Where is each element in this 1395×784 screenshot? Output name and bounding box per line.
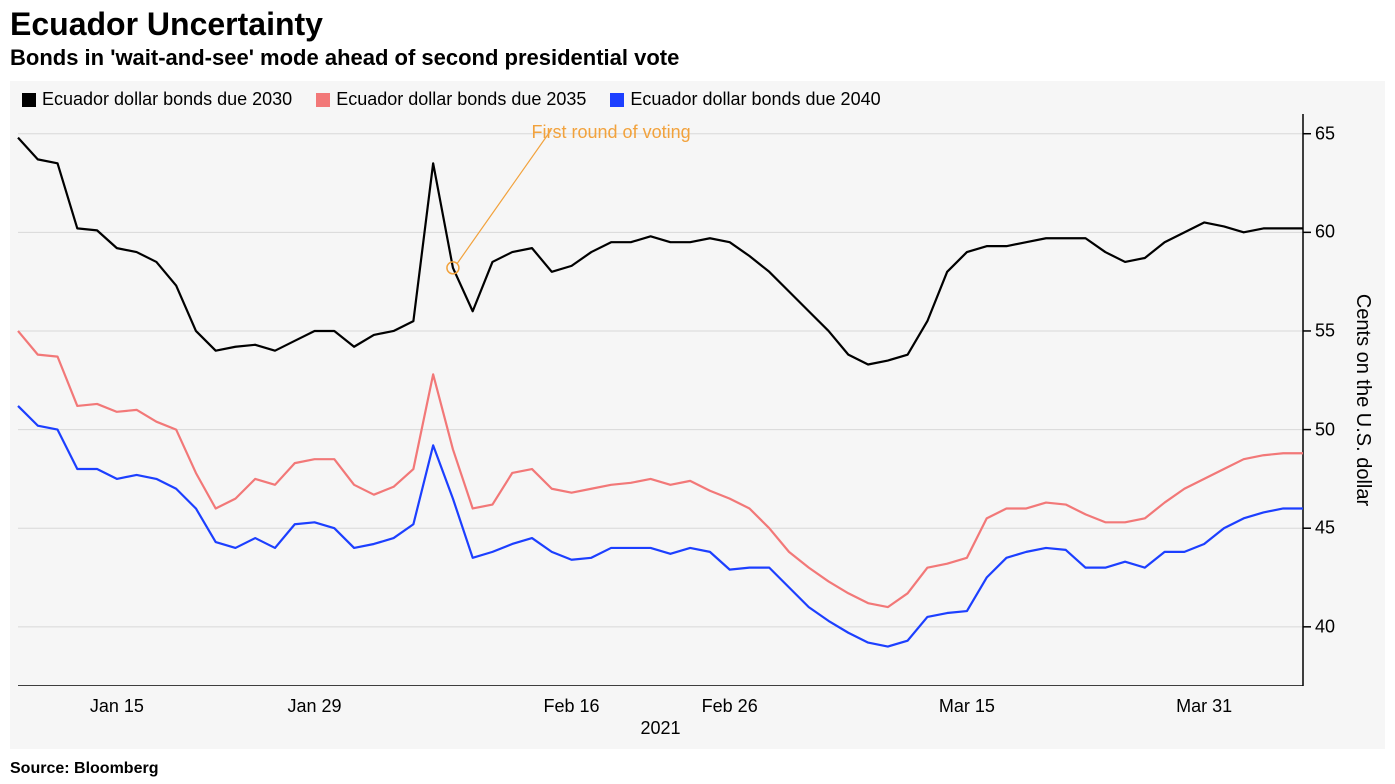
legend-label: Ecuador dollar bonds due 2030	[42, 89, 292, 110]
chart-subtitle: Bonds in 'wait-and-see' mode ahead of se…	[0, 43, 1395, 81]
y-tick-label: 40	[1315, 616, 1335, 637]
x-tick-label: Mar 31	[1176, 696, 1232, 717]
legend-item: Ecuador dollar bonds due 2035	[316, 89, 586, 110]
y-tick-label: 55	[1315, 320, 1335, 341]
x-tick-label: Jan 29	[288, 696, 342, 717]
plot-area: 40 45 50 55 60 65 Jan 15 Jan 29 Feb 16 Feb 26 Mar …	[10, 114, 1385, 744]
legend-label: Ecuador dollar bonds due 2035	[336, 89, 586, 110]
chart-svg	[10, 114, 1385, 686]
y-tick-label: 45	[1315, 518, 1335, 539]
series-line	[18, 406, 1303, 647]
chart-title: Ecuador Uncertainty	[0, 0, 1395, 43]
y-tick-label: 60	[1315, 222, 1335, 243]
source-line: Source: Bloomberg	[10, 760, 158, 778]
x-tick-label: Feb 16	[544, 696, 600, 717]
legend: Ecuador dollar bonds due 2030 Ecuador dol…	[10, 81, 1385, 114]
y-tick-label: 65	[1315, 123, 1335, 144]
chart-container: Ecuador dollar bonds due 2030 Ecuador dol…	[10, 81, 1385, 749]
legend-item: Ecuador dollar bonds due 2030	[22, 89, 292, 110]
y-axis-title: Cents on the U.S. dollar	[1351, 294, 1374, 506]
legend-item: Ecuador dollar bonds due 2040	[610, 89, 880, 110]
y-tick-label: 50	[1315, 419, 1335, 440]
annotation-label: First round of voting	[532, 122, 691, 143]
x-tick-label: Feb 26	[702, 696, 758, 717]
x-tick-label: Jan 15	[90, 696, 144, 717]
legend-swatch	[22, 93, 36, 107]
legend-label: Ecuador dollar bonds due 2040	[630, 89, 880, 110]
x-year-label: 2021	[640, 718, 680, 739]
legend-swatch	[610, 93, 624, 107]
x-tick-label: Mar 15	[939, 696, 995, 717]
legend-swatch	[316, 93, 330, 107]
